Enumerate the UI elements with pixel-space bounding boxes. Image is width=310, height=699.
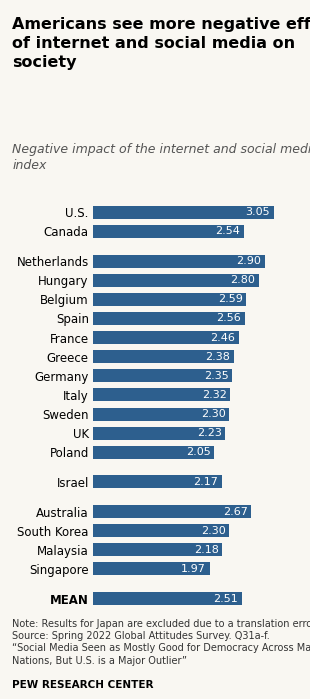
Bar [93,389,231,401]
Bar [93,563,210,575]
Text: Note: Results for Japan are excluded due to a translation error.
Source: Spring : Note: Results for Japan are excluded due… [12,619,310,666]
Bar [93,350,234,363]
Text: 2.05: 2.05 [186,447,211,457]
Text: Americans see more negative effects
of internet and social media on
society: Americans see more negative effects of i… [12,17,310,70]
Text: 2.32: 2.32 [202,390,227,400]
Bar [93,524,229,537]
Text: 2.23: 2.23 [197,428,222,438]
Text: 2.38: 2.38 [206,352,231,361]
Text: Negative impact of the internet and social media
index: Negative impact of the internet and soci… [12,143,310,172]
Text: 2.51: 2.51 [214,593,238,603]
Bar [93,475,222,489]
Bar [93,592,242,605]
Text: PEW RESEARCH CENTER: PEW RESEARCH CENTER [12,680,154,690]
Text: 2.80: 2.80 [231,275,255,285]
Text: 2.46: 2.46 [210,333,235,343]
Bar [93,369,232,382]
Bar [93,254,265,268]
Text: 2.30: 2.30 [201,526,226,535]
Bar [93,293,246,305]
Text: 1.97: 1.97 [181,564,206,574]
Text: 2.30: 2.30 [201,409,226,419]
Bar [93,225,244,238]
Bar [93,312,245,325]
Text: 2.54: 2.54 [215,226,240,236]
Text: 2.59: 2.59 [218,294,243,304]
Text: 3.05: 3.05 [246,208,270,217]
Bar [93,274,259,287]
Text: 2.90: 2.90 [237,256,261,266]
Bar [93,505,251,518]
Bar [93,206,274,219]
Bar [93,543,222,556]
Text: 2.17: 2.17 [193,477,218,487]
Bar [93,331,239,344]
Bar [93,408,229,421]
Text: 2.67: 2.67 [223,507,248,517]
Text: 2.18: 2.18 [194,545,219,555]
Bar [93,426,225,440]
Text: 2.35: 2.35 [204,370,229,381]
Bar [93,446,215,459]
Text: 2.56: 2.56 [216,313,241,324]
